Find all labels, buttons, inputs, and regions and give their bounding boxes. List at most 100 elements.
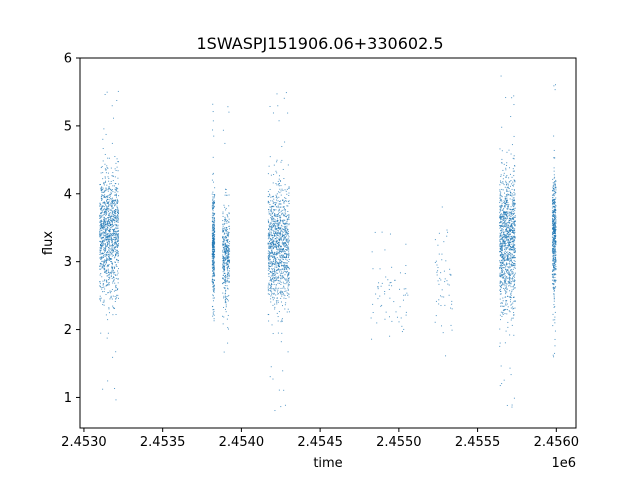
data-point [110, 202, 112, 204]
data-point [511, 406, 513, 408]
data-point [510, 268, 512, 270]
data-point [99, 257, 101, 259]
data-point [501, 253, 503, 255]
data-point [212, 218, 214, 220]
data-point [212, 172, 214, 174]
data-point [103, 182, 105, 184]
data-point [99, 215, 101, 217]
data-point [510, 283, 512, 285]
data-point [213, 227, 215, 229]
data-point [501, 269, 503, 271]
data-point [271, 239, 273, 241]
data-point [506, 204, 508, 206]
data-point [275, 240, 277, 242]
data-point [501, 195, 503, 197]
data-point [117, 215, 119, 217]
data-point [438, 283, 440, 285]
data-point [276, 297, 278, 299]
data-point [101, 199, 103, 201]
data-point [277, 218, 279, 220]
data-point [116, 158, 118, 160]
data-point [114, 271, 116, 273]
data-point [274, 254, 276, 256]
data-point [271, 222, 273, 224]
data-point [103, 251, 105, 253]
data-point [505, 217, 507, 219]
data-point [105, 204, 107, 206]
data-point [110, 290, 112, 292]
data-point [103, 301, 105, 303]
data-point [274, 274, 276, 276]
data-point [284, 197, 286, 199]
data-point [101, 260, 103, 262]
data-point [510, 297, 512, 299]
data-point [278, 252, 280, 254]
data-point [553, 277, 555, 279]
data-point [281, 199, 283, 201]
data-point [223, 274, 225, 276]
data-point [553, 209, 555, 211]
data-point [269, 260, 271, 262]
data-point [286, 249, 288, 251]
data-point [115, 212, 117, 214]
data-point [510, 255, 512, 257]
data-point [111, 105, 113, 107]
data-point [507, 255, 509, 257]
data-point [212, 297, 214, 299]
data-point [391, 320, 393, 322]
data-point [226, 228, 228, 230]
data-point [283, 215, 285, 217]
data-point [553, 273, 555, 275]
data-point [505, 296, 507, 298]
data-point [102, 241, 104, 243]
data-point [501, 245, 503, 247]
data-point [502, 314, 504, 315]
data-point [107, 319, 109, 321]
data-point [213, 205, 215, 207]
data-point [116, 230, 118, 232]
data-point [213, 282, 214, 284]
data-point [212, 294, 214, 296]
data-point [511, 144, 513, 146]
data-point [499, 195, 501, 197]
data-point [510, 179, 512, 181]
data-point [110, 180, 112, 182]
data-point [114, 185, 116, 187]
data-point [277, 212, 279, 214]
data-point [211, 254, 213, 256]
data-point [99, 202, 101, 204]
data-point [506, 187, 508, 189]
data-point [223, 244, 225, 246]
data-point [512, 288, 514, 290]
data-point [223, 260, 225, 262]
data-point [267, 293, 269, 295]
data-point [555, 226, 557, 228]
data-point [504, 313, 506, 315]
data-point [277, 301, 279, 303]
data-point [106, 236, 108, 238]
data-point [100, 216, 102, 218]
data-point [501, 247, 503, 249]
data-point [223, 223, 225, 225]
data-point [513, 240, 515, 242]
data-point [388, 284, 390, 286]
data-point [116, 99, 118, 101]
data-point [227, 270, 229, 272]
data-point [288, 311, 290, 313]
data-point [108, 206, 110, 208]
data-point [115, 210, 117, 212]
data-point [229, 267, 231, 269]
data-point [99, 226, 101, 228]
data-point [270, 206, 272, 208]
data-point [514, 280, 516, 282]
data-point [553, 213, 555, 215]
data-point [268, 261, 270, 263]
data-point [280, 293, 282, 295]
data-point [106, 206, 108, 208]
data-point [501, 305, 503, 307]
data-point [212, 234, 214, 236]
data-point [268, 267, 270, 269]
data-point [505, 198, 507, 200]
data-point [552, 257, 554, 259]
data-point [105, 260, 107, 262]
